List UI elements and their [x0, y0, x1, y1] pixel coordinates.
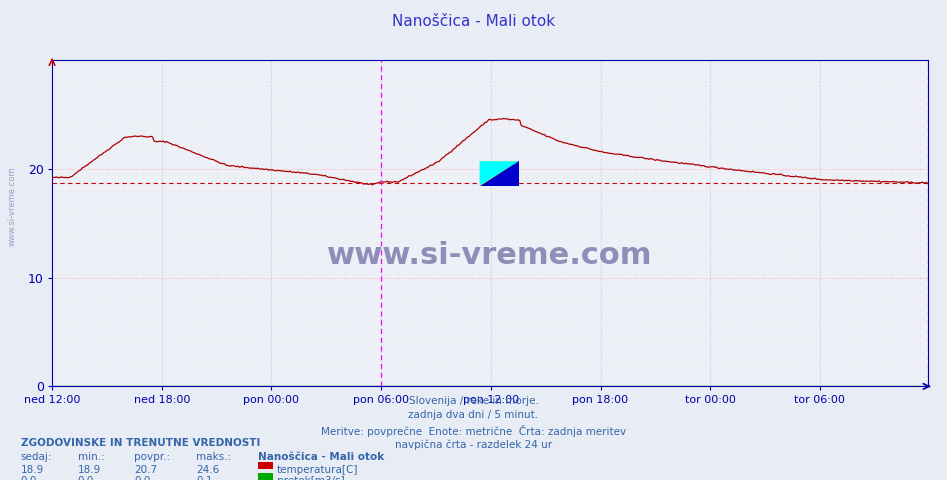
Text: 0.1: 0.1	[196, 476, 212, 480]
Text: navpična črta - razdelek 24 ur: navpična črta - razdelek 24 ur	[395, 439, 552, 450]
Text: sedaj:: sedaj:	[21, 452, 52, 462]
Text: 0.0: 0.0	[134, 476, 151, 480]
Text: temperatura[C]: temperatura[C]	[277, 465, 358, 475]
Text: Meritve: povprečne  Enote: metrične  Črta: zadnja meritev: Meritve: povprečne Enote: metrične Črta:…	[321, 425, 626, 437]
Text: min.:: min.:	[78, 452, 104, 462]
Polygon shape	[479, 161, 519, 186]
Text: maks.:: maks.:	[196, 452, 231, 462]
Bar	[479, 161, 519, 186]
Polygon shape	[479, 161, 519, 186]
Text: pretok[m3/s]: pretok[m3/s]	[277, 476, 345, 480]
Text: Nanoščica - Mali otok: Nanoščica - Mali otok	[258, 452, 384, 462]
Text: 0.0: 0.0	[78, 476, 94, 480]
Text: povpr.:: povpr.:	[134, 452, 170, 462]
Text: 20.7: 20.7	[134, 465, 157, 475]
Text: www.si-vreme.com: www.si-vreme.com	[328, 241, 652, 270]
Text: 18.9: 18.9	[21, 465, 45, 475]
Text: zadnja dva dni / 5 minut.: zadnja dva dni / 5 minut.	[408, 410, 539, 420]
Text: 24.6: 24.6	[196, 465, 220, 475]
Text: ZGODOVINSKE IN TRENUTNE VREDNOSTI: ZGODOVINSKE IN TRENUTNE VREDNOSTI	[21, 438, 260, 448]
Text: Slovenija / reke in morje.: Slovenija / reke in morje.	[408, 396, 539, 406]
Text: Nanoščica - Mali otok: Nanoščica - Mali otok	[392, 14, 555, 29]
Text: 0.0: 0.0	[21, 476, 37, 480]
Text: 18.9: 18.9	[78, 465, 101, 475]
Text: www.si-vreme.com: www.si-vreme.com	[8, 167, 17, 246]
